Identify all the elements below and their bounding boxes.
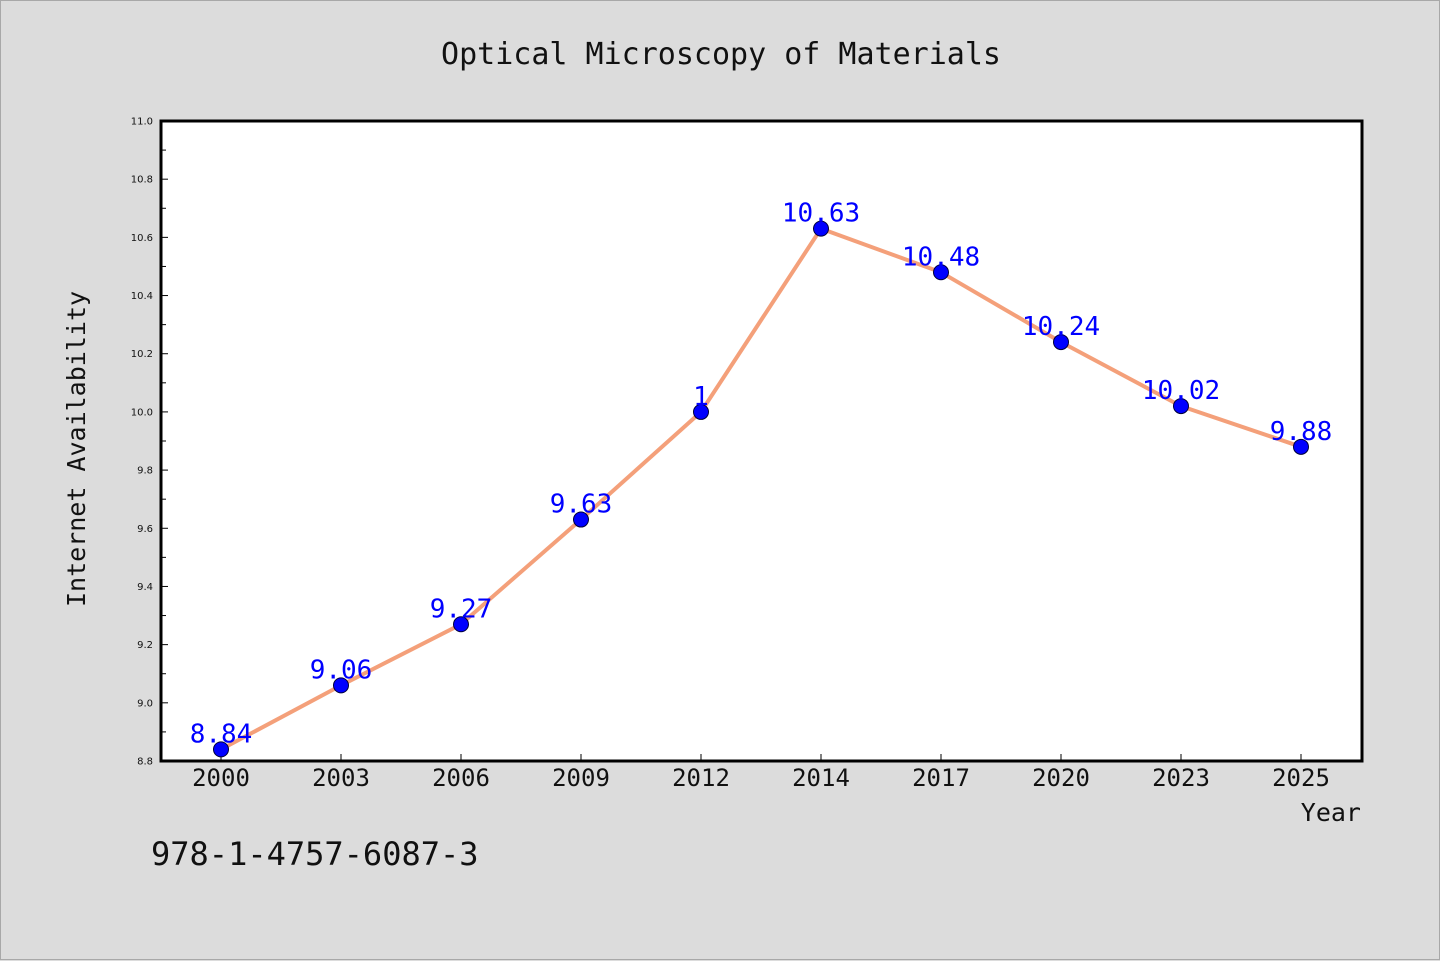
- data-label: 8.84: [190, 719, 253, 749]
- x-tick-label: 2014: [792, 764, 850, 792]
- series-line: [220, 226, 1302, 752]
- y-tick-label: 8.8: [137, 757, 153, 768]
- x-tick-label: 2009: [552, 764, 610, 792]
- y-tick-label: 9.0: [137, 698, 153, 709]
- x-tick-label: 2025: [1272, 764, 1330, 792]
- x-axis: 2000 2003 2006 2009 2012 2014 2017 2020 2023 2025: [192, 754, 1330, 792]
- data-label: 9.63: [550, 490, 613, 520]
- chart-title: Optical Microscopy of Materials: [441, 37, 1001, 72]
- data-label: 10.63: [782, 199, 860, 229]
- data-point: [333, 677, 349, 694]
- y-tick-label: 10.4: [131, 291, 153, 302]
- data-labels: 8.84 9.06 9.27 9.63 1 10.63 10.48 10.24 10.02 9.8…: [190, 199, 1333, 750]
- y-tick-label: 9.2: [137, 640, 153, 651]
- y-axis: 8.8 9.0 9.2 9.4 9.6 9.8 10.0 10.2 10.4 10.6 10.8 11…: [131, 117, 168, 768]
- data-markers: [213, 220, 1309, 758]
- data-point: [933, 264, 949, 281]
- x-tick-label: 2006: [432, 764, 490, 792]
- y-tick-label: 10.8: [131, 175, 153, 186]
- x-tick-label: 2017: [912, 764, 970, 792]
- data-point: [573, 511, 589, 528]
- data-label: 10.02: [1142, 376, 1220, 406]
- data-point: [1053, 334, 1069, 351]
- y-tick-label: 10.0: [131, 407, 153, 418]
- x-tick-label: 2020: [1032, 764, 1090, 792]
- data-point: [813, 220, 829, 237]
- data-point: [213, 741, 229, 758]
- data-point: [693, 403, 709, 420]
- x-tick-label: 2012: [672, 764, 730, 792]
- y-tick-label: 9.8: [137, 466, 153, 477]
- x-axis-label: Year: [1301, 798, 1361, 827]
- y-axis-label: Internet Availability: [62, 291, 91, 607]
- data-label: 9.06: [310, 655, 373, 685]
- isbn-text: 978-1-4757-6087-3: [151, 835, 479, 873]
- x-tick-label: 2000: [192, 764, 250, 792]
- plot-area: [159, 119, 1364, 763]
- y-tick-label: 10.2: [131, 349, 153, 360]
- data-label: 1: [693, 382, 709, 412]
- data-point: [453, 616, 469, 633]
- data-label: 10.48: [902, 242, 980, 272]
- data-label: 9.88: [1270, 417, 1333, 447]
- data-label: 9.27: [430, 594, 493, 624]
- x-tick-label: 2023: [1152, 764, 1210, 792]
- data-point: [1293, 438, 1309, 455]
- y-tick-label: 11.0: [131, 117, 153, 128]
- y-tick-label: 9.6: [137, 524, 153, 535]
- y-tick-label: 9.4: [137, 582, 153, 593]
- data-label: 10.24: [1022, 312, 1100, 342]
- data-point: [1173, 398, 1189, 415]
- x-tick-label: 2003: [312, 764, 370, 792]
- y-tick-label: 10.6: [131, 233, 153, 244]
